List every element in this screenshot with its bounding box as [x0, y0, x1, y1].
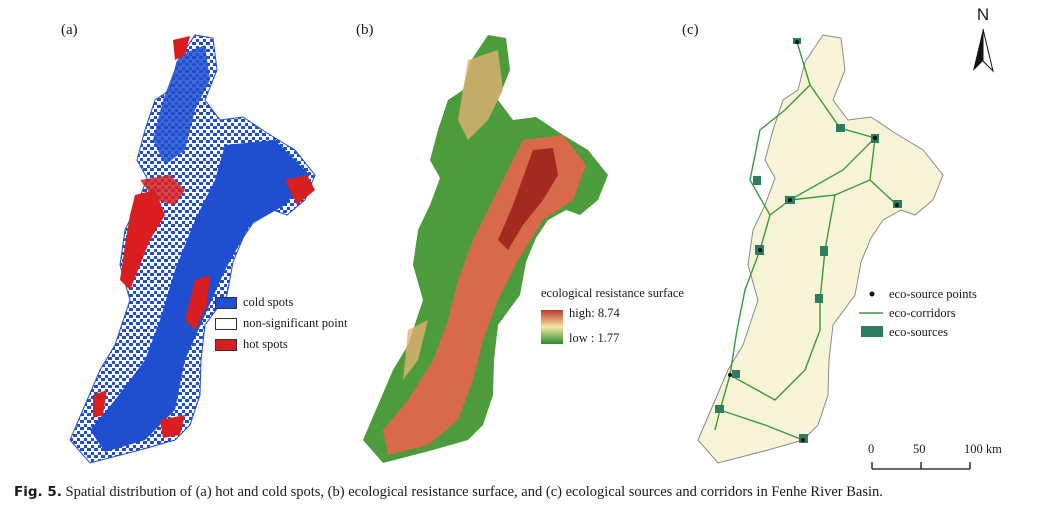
resistance-surface-map: [363, 35, 608, 463]
panel-resistance-surface: (b) ecological resistance surface high: …: [348, 0, 688, 470]
scale-label-50: 50: [913, 442, 926, 456]
legend-symbol-points: [869, 291, 875, 297]
scale-bar: [871, 462, 971, 470]
cold-spot-north: [153, 45, 210, 165]
hot-spot-west: [120, 190, 165, 290]
hot-spot-east: [185, 275, 210, 330]
legend-symbol-sources: [861, 326, 883, 337]
north-arrow: N: [965, 5, 1001, 77]
scale-label-0: 0: [868, 442, 875, 456]
resistance-mid-zone: [403, 50, 503, 380]
hot-cold-spot-map: [69, 34, 316, 464]
resistance-peak-zone: [498, 148, 558, 250]
north-letter: N: [976, 5, 990, 24]
legend-swatch-hot: [215, 339, 237, 351]
resistance-legend-low: low : 1.77: [569, 331, 620, 345]
eco-source-point-markers: [728, 40, 899, 442]
caption-text: Spatial distribution of (a) hot and cold…: [61, 484, 883, 500]
figure-caption: Fig. 5. Spatial distribution of (a) hot …: [14, 484, 1044, 501]
legend-swatch-nonsig: [215, 318, 237, 330]
north-arrow-icon: [973, 28, 994, 73]
legend-label-nonsig: non-significant point: [243, 316, 348, 330]
resistance-legend-high: high: 8.74: [569, 306, 620, 320]
panel-label-c: (c): [682, 22, 699, 38]
legend-label-cold: cold spots: [243, 295, 294, 309]
caption-label: Fig. 5.: [14, 484, 62, 500]
hot-spot-south: [93, 390, 185, 438]
legend-label-eco-sources: eco-sources: [889, 325, 948, 339]
hot-spot-north: [173, 36, 190, 60]
resistance-legend-ramp: [541, 310, 563, 344]
legend-label-hot: hot spots: [243, 337, 288, 351]
panel-hot-cold-spots: (a) cold spots non-significant point: [45, 0, 385, 470]
resistance-high-zone: [383, 135, 586, 455]
legend-swatch-cold: [215, 297, 237, 309]
panel-sources-corridors: (c): [675, 0, 1015, 470]
scale-label-100: 100 km: [964, 442, 1002, 456]
sources-corridors-map: [697, 34, 971, 470]
hot-spot-northeast: [285, 175, 315, 205]
resistance-legend-title: ecological resistance surface: [541, 286, 684, 300]
legend-label-eco-corridors: eco-corridors: [889, 306, 956, 320]
legend-label-eco-points: eco-source points: [889, 287, 977, 301]
panel-label-b: (b): [356, 22, 374, 38]
hot-spot-ridge: [140, 175, 185, 205]
panel-label-a: (a): [61, 22, 78, 38]
